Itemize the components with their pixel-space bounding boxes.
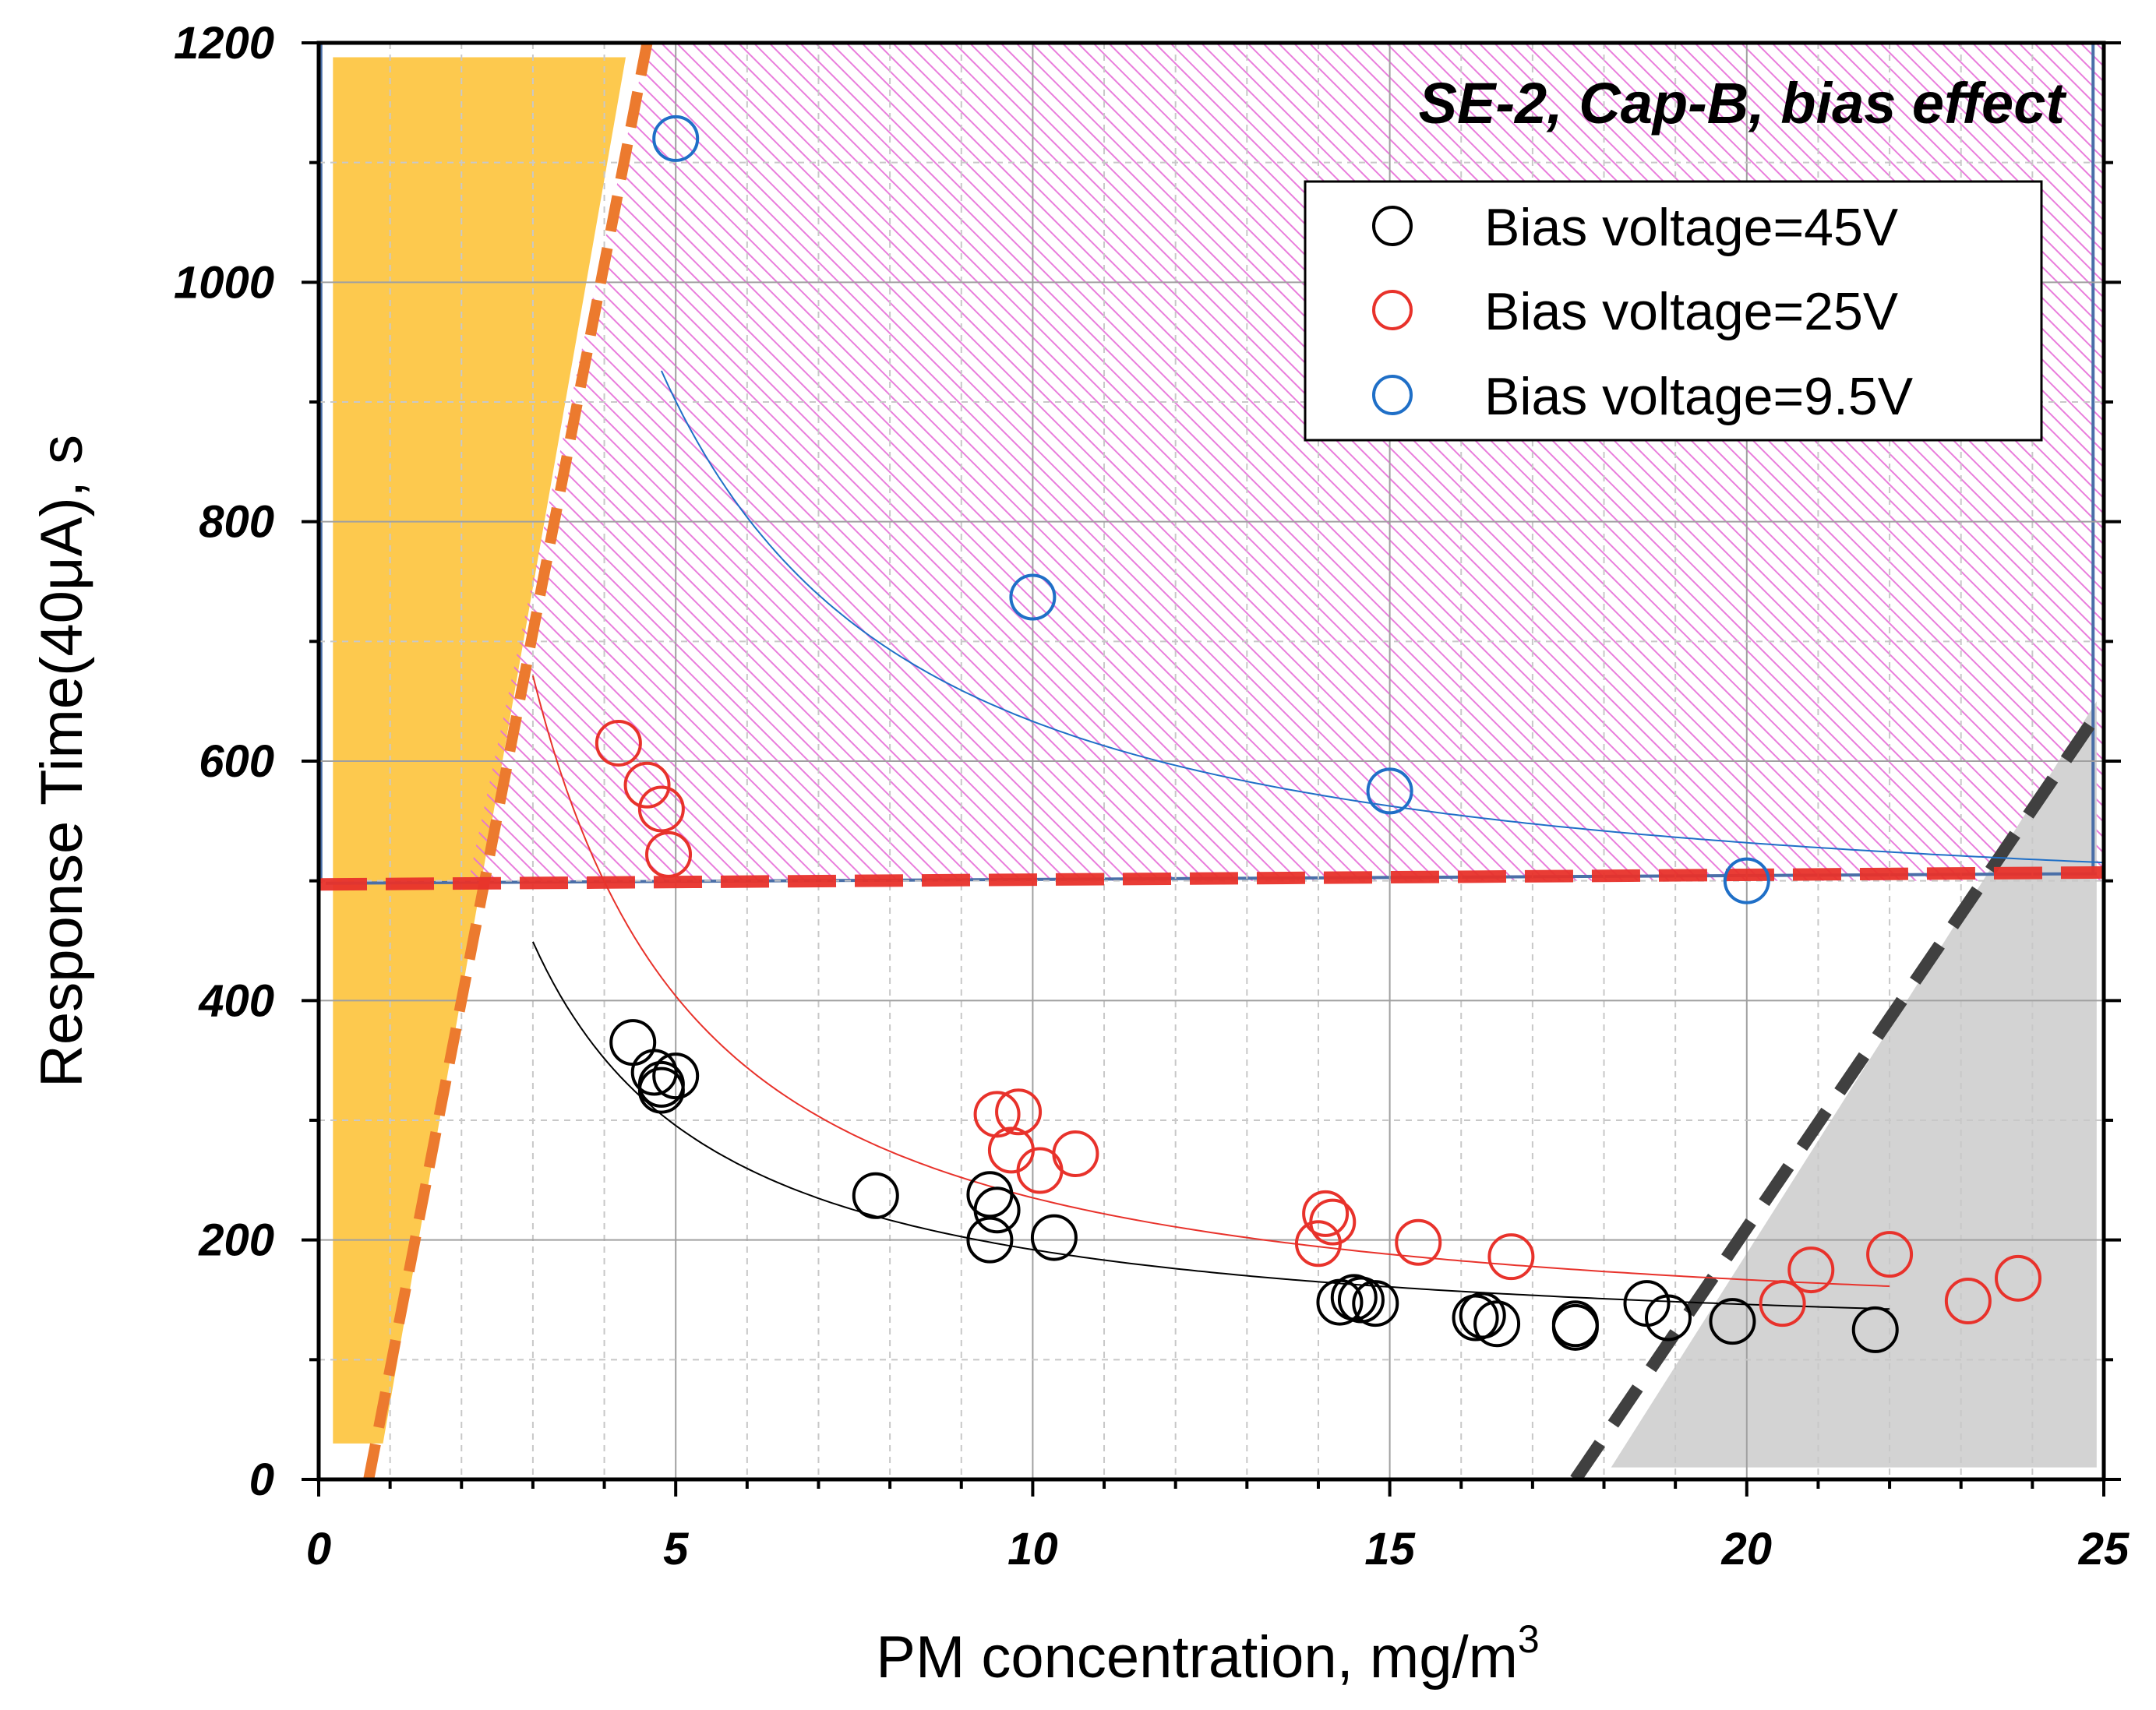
left-boundary-line <box>363 43 653 1479</box>
legend-marker-9.5v <box>1372 375 1413 415</box>
legend-label-9.5v: Bias voltage=9.5V <box>1484 367 1914 426</box>
fit-curves <box>531 370 2104 1310</box>
data-point-s0-12 <box>1330 1274 1378 1321</box>
reference-lines <box>319 43 2104 1479</box>
data-point-s1-1 <box>623 761 671 809</box>
x-tick-label: 15 <box>1364 1524 1415 1574</box>
x-tick-label: 0 <box>306 1524 331 1574</box>
data-point-s1-4 <box>973 1091 1021 1138</box>
threshold-line <box>319 866 2104 891</box>
y-tick-label: 0 <box>249 1454 274 1505</box>
fit-curve-0 <box>531 941 1890 1310</box>
data-point-s0-8 <box>966 1216 1014 1264</box>
y-axis-title: Response Time(40μA), s <box>29 435 95 1088</box>
data-point-s1-10 <box>1302 1190 1350 1237</box>
legend-label-45v: Bias voltage=45V <box>1484 198 1899 257</box>
data-point-s1-16 <box>1866 1231 1914 1278</box>
axis-ticks <box>302 41 2121 1497</box>
data-point-s1-13 <box>1487 1233 1535 1281</box>
y-tick-label: 1000 <box>174 257 274 308</box>
data-point-s0-21 <box>1709 1298 1756 1345</box>
data-point-s2-0 <box>652 115 700 162</box>
x-tick-label: 20 <box>1721 1524 1773 1574</box>
data-point-s1-11 <box>1309 1198 1357 1246</box>
data-point-s1-15 <box>1787 1246 1835 1294</box>
legend: Bias voltage=45V Bias voltage=25V Bias v… <box>1304 180 2043 442</box>
data-point-s0-15 <box>1459 1292 1506 1339</box>
grid <box>319 43 2104 1479</box>
tick-labels: 0 5 10 15 20 25 0 200 400 600 800 1000 1200 <box>174 18 2130 1574</box>
data-point-s0-5 <box>852 1172 899 1219</box>
data-point-s0-16 <box>1473 1300 1521 1348</box>
data-point-s0-3 <box>637 1060 685 1108</box>
data-point-s0-17 <box>1551 1303 1599 1351</box>
legend-box <box>1304 180 2043 442</box>
y-tick-label: 1200 <box>174 18 274 69</box>
annotation-text: SE-2, Cap-B, bias effect <box>1419 71 2068 136</box>
data-point-s0-18 <box>1551 1300 1599 1348</box>
legend-marker-45v <box>1372 206 1413 246</box>
data-point-s1-2 <box>637 785 685 833</box>
data-point-s0-20 <box>1644 1294 1692 1342</box>
data-point-s0-13 <box>1352 1280 1399 1327</box>
data-point-s1-17 <box>1944 1278 1992 1325</box>
data-points <box>595 115 2042 1353</box>
x-axis-title: PM concentration, mg/m3 <box>876 1617 1539 1691</box>
legend-label-25v: Bias voltage=25V <box>1484 282 1899 341</box>
y-tick-label: 200 <box>198 1215 274 1266</box>
right-boundary-line <box>1570 721 2095 1479</box>
data-point-s0-0 <box>609 1019 657 1067</box>
y-tick-label: 600 <box>199 736 274 787</box>
legend-marker-25v <box>1372 290 1413 330</box>
x-tick-label: 25 <box>2078 1524 2130 1574</box>
data-point-s1-8 <box>1052 1130 1099 1178</box>
data-point-s1-5 <box>995 1088 1043 1136</box>
x-axis-title-superscript: 3 <box>1518 1617 1540 1661</box>
fit-curve-1 <box>531 675 1890 1287</box>
data-point-s0-9 <box>1030 1214 1078 1261</box>
x-tick-label: 10 <box>1007 1524 1058 1574</box>
data-point-s0-22 <box>1851 1306 1899 1353</box>
x-tick-label: 5 <box>663 1524 689 1574</box>
data-point-s1-18 <box>1995 1254 2042 1302</box>
data-point-s1-12 <box>1395 1218 1442 1266</box>
data-point-s1-6 <box>987 1126 1035 1174</box>
fit-curve-2 <box>660 370 2104 864</box>
region-high-response-time <box>468 43 2104 881</box>
data-point-s2-3 <box>1723 857 1770 904</box>
x-axis-title-main: PM concentration, mg/m <box>876 1624 1518 1691</box>
data-point-s2-1 <box>1009 573 1057 621</box>
data-point-s2-2 <box>1366 767 1413 815</box>
y-tick-label: 400 <box>198 975 274 1026</box>
region-low-concentration <box>333 57 626 1444</box>
data-point-s1-0 <box>595 719 642 767</box>
y-tick-label: 800 <box>199 497 274 548</box>
region-high-concentration <box>1611 701 2097 1468</box>
data-point-s0-4 <box>652 1052 700 1100</box>
data-point-s0-7 <box>973 1186 1021 1234</box>
data-point-s1-3 <box>645 830 693 878</box>
data-point-s1-14 <box>1759 1280 1806 1327</box>
